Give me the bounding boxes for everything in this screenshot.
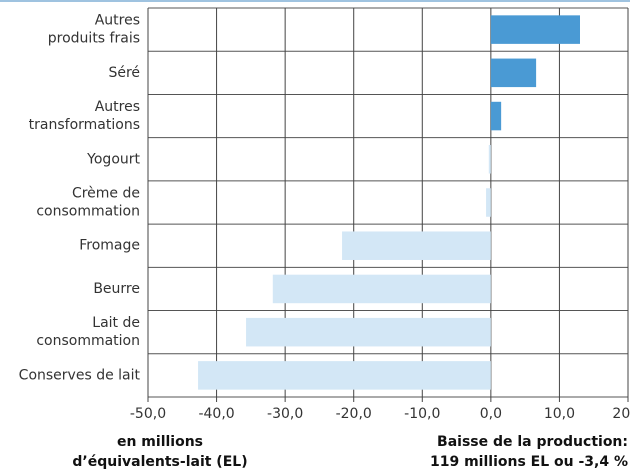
x-tick-label: -10,0 <box>404 406 440 422</box>
bar <box>198 361 491 390</box>
x-tick-label: -20,0 <box>336 406 372 422</box>
y-tick-label: Séré <box>108 65 140 81</box>
x-tick-label: 10,0 <box>544 406 575 422</box>
bar <box>490 101 502 131</box>
x-tick-label: -50,0 <box>130 406 166 422</box>
bar <box>272 274 491 304</box>
y-tick-label: Autres <box>95 99 140 115</box>
x-tick-label: -30,0 <box>267 406 303 422</box>
y-tick-label: transformations <box>29 117 140 133</box>
annotation: Baisse de la production: <box>437 434 628 450</box>
x-tick-label: 0,0 <box>480 406 502 422</box>
y-tick-label: Yogourt <box>86 151 140 167</box>
x-axis-label: d’équivalents-lait (EL) <box>72 454 247 470</box>
y-tick-label: consommation <box>36 333 140 349</box>
y-tick-label: Autres <box>95 13 140 29</box>
bar <box>486 188 491 217</box>
annotation: 119 millions EL ou -3,4 % <box>430 454 628 470</box>
bar <box>342 231 491 260</box>
x-tick-label: -40,0 <box>198 406 234 422</box>
bar <box>490 58 537 88</box>
y-tick-label: produits frais <box>48 31 140 47</box>
bar <box>488 145 491 174</box>
x-axis-label: en millions <box>117 434 203 450</box>
x-tick-label: 20,0 <box>612 406 630 422</box>
y-tick-label: Lait de <box>92 315 140 331</box>
bar <box>246 317 491 347</box>
y-tick-label: Beurre <box>93 281 140 297</box>
bar <box>490 15 580 44</box>
y-tick-label: Fromage <box>79 238 140 254</box>
y-tick-label: Crème de <box>72 186 140 202</box>
y-tick-label: Conserves de lait <box>19 367 141 383</box>
y-tick-label: consommation <box>36 204 140 220</box>
